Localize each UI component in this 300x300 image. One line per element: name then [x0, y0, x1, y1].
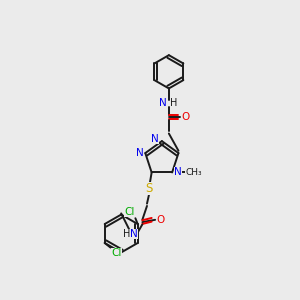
Text: O: O: [182, 112, 190, 122]
Text: O: O: [157, 215, 165, 225]
Text: CH₃: CH₃: [185, 168, 202, 177]
Text: N: N: [136, 148, 143, 158]
Text: S: S: [146, 182, 153, 195]
Text: Cl: Cl: [124, 208, 135, 218]
Text: H: H: [170, 98, 178, 108]
Text: N: N: [130, 230, 138, 239]
Text: N: N: [159, 98, 167, 108]
Text: H: H: [123, 230, 130, 239]
Text: N: N: [174, 167, 182, 177]
Text: Cl: Cl: [111, 248, 122, 258]
Text: N: N: [151, 134, 159, 144]
